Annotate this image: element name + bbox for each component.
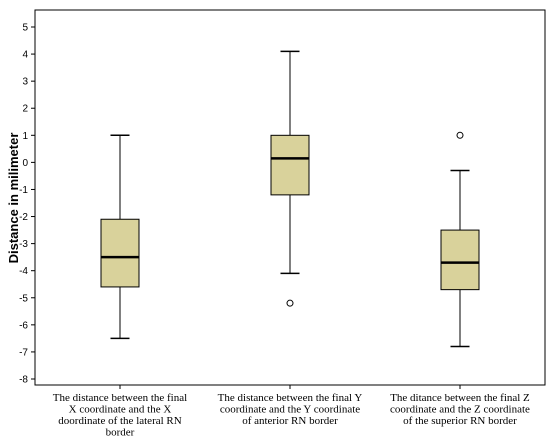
category-label-line: The ditance between the final Z xyxy=(390,392,530,404)
y-ticks: 5 4 3 2 1 0 -1 -2 -3 -4 -5 -6 -7 -8 xyxy=(19,23,35,386)
boxes xyxy=(100,50,480,348)
y-tick-label: -8 xyxy=(19,375,28,386)
category-label-line: of the superior RN border xyxy=(403,415,517,427)
y-tick-label: 2 xyxy=(22,104,28,115)
outlier-point xyxy=(286,299,294,307)
category-label-line: The distance between the final xyxy=(53,392,187,404)
y-tick-label: -6 xyxy=(19,320,28,331)
category-label-line: X coordinate and the X xyxy=(69,404,172,416)
y-tick-label: -5 xyxy=(19,293,28,304)
category-label-line: of anterior RN border xyxy=(242,415,338,427)
box xyxy=(440,229,480,291)
outlier-point xyxy=(456,131,464,139)
y-tick-label: 0 xyxy=(22,158,28,169)
category-label-line: coordinate and the Z coordinate xyxy=(390,404,530,416)
category-label-line: coordinate and the Y coordinate xyxy=(220,404,360,416)
category-labels: The distance between the final X coordina… xyxy=(53,385,530,439)
y-tick-label: -3 xyxy=(19,239,28,250)
box xyxy=(100,218,140,288)
box-group xyxy=(440,131,480,348)
category-label: The distance between the final X coordina… xyxy=(53,392,187,439)
y-tick-label: -7 xyxy=(19,347,28,358)
y-tick-label: 3 xyxy=(22,77,28,88)
box xyxy=(270,134,310,196)
category-label-line: doordinate of the lateral RN xyxy=(58,415,181,427)
y-axis-label: Distance in milimeter xyxy=(6,133,21,264)
category-label-line: border xyxy=(106,427,135,439)
box-group xyxy=(100,134,140,340)
y-tick-label: 1 xyxy=(22,131,28,142)
y-tick-label: -4 xyxy=(19,266,28,277)
box-group xyxy=(270,50,310,307)
y-tick-label: 4 xyxy=(22,50,28,61)
category-label-line: The distance between the final Y xyxy=(218,392,363,404)
y-tick-label: 5 xyxy=(22,23,28,34)
y-tick-label: -1 xyxy=(19,185,28,196)
y-tick-label: -2 xyxy=(19,212,28,223)
